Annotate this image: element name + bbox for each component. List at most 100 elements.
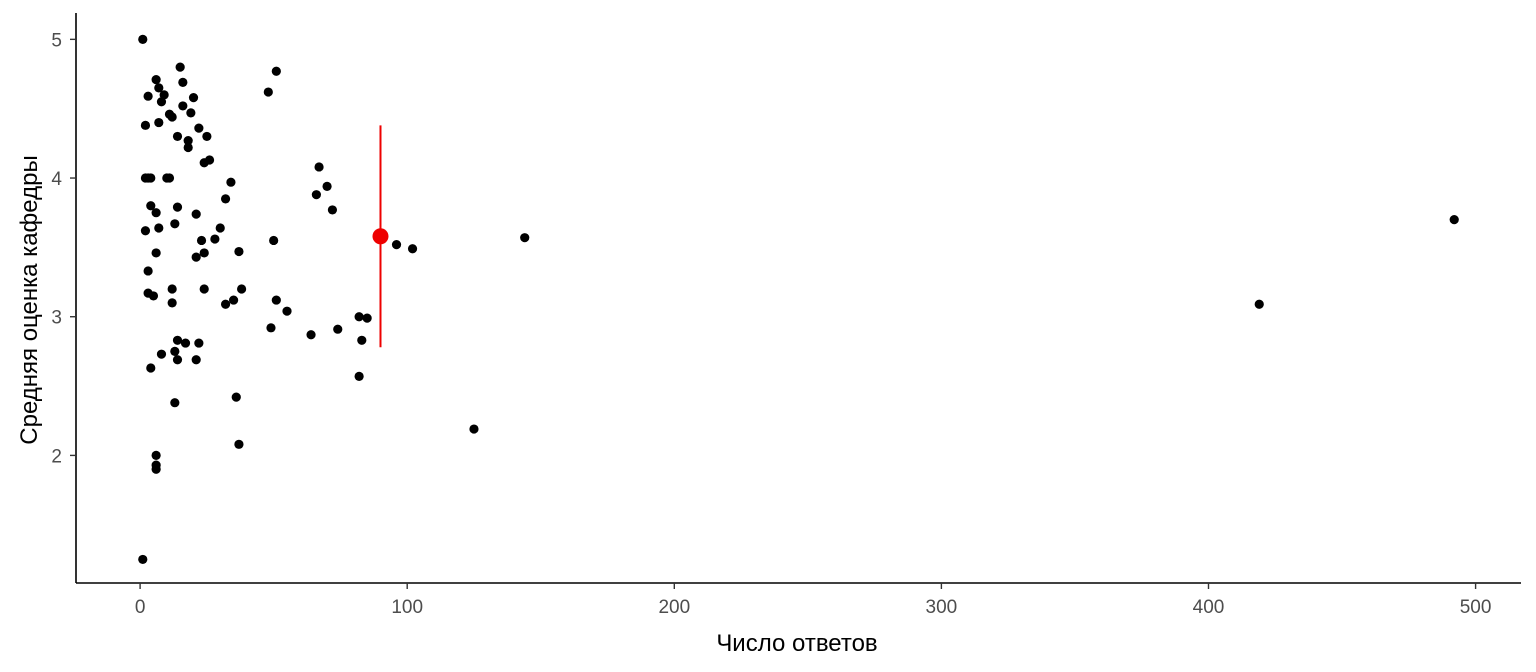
data-point bbox=[146, 201, 156, 211]
data-point bbox=[354, 371, 364, 381]
data-point bbox=[167, 284, 177, 294]
data-point bbox=[266, 323, 276, 333]
data-point bbox=[327, 205, 338, 215]
data-point bbox=[172, 131, 183, 142]
data-point bbox=[215, 223, 225, 233]
data-point bbox=[164, 173, 175, 183]
y-tick-label: 4 bbox=[51, 169, 62, 190]
x-tick-label: 100 bbox=[391, 597, 423, 618]
x-tick-label: 0 bbox=[135, 597, 146, 618]
data-point bbox=[151, 248, 161, 258]
data-point bbox=[172, 202, 183, 212]
y-tick-label: 3 bbox=[51, 308, 62, 329]
data-point bbox=[354, 312, 364, 322]
data-point bbox=[263, 87, 273, 97]
data-point bbox=[228, 295, 239, 305]
data-point bbox=[210, 234, 220, 244]
data-point bbox=[191, 209, 201, 219]
data-point bbox=[231, 392, 241, 402]
x-tick-label: 500 bbox=[1460, 597, 1492, 618]
data-point bbox=[199, 284, 209, 294]
data-point bbox=[234, 246, 244, 257]
y-axis-ticks: 2 3 4 5 bbox=[51, 30, 76, 467]
data-point bbox=[306, 330, 316, 340]
data-point bbox=[180, 338, 191, 348]
data-point bbox=[314, 162, 324, 172]
mean-point bbox=[372, 228, 389, 245]
data-point bbox=[140, 120, 151, 130]
data-point bbox=[469, 424, 479, 434]
data-point bbox=[269, 235, 279, 246]
data-point bbox=[172, 355, 183, 365]
data-point bbox=[196, 235, 207, 246]
data-point bbox=[172, 335, 183, 345]
data-point bbox=[271, 66, 281, 76]
data-point bbox=[282, 306, 292, 316]
data-point bbox=[148, 291, 159, 301]
data-point bbox=[175, 62, 185, 72]
data-point bbox=[170, 219, 180, 229]
data-point bbox=[194, 338, 204, 348]
axes: 0 100 200 300 400 500 2 3 4 5 bbox=[51, 13, 1521, 618]
plot-area bbox=[138, 34, 1459, 565]
data-point bbox=[151, 208, 161, 218]
data-point bbox=[194, 123, 204, 133]
data-point bbox=[178, 77, 188, 87]
data-point bbox=[151, 464, 161, 474]
x-tick-label: 200 bbox=[658, 597, 690, 618]
data-point bbox=[271, 295, 281, 305]
x-axis-title: Число ответов bbox=[716, 630, 877, 657]
data-point bbox=[391, 240, 402, 250]
data-point bbox=[151, 74, 161, 85]
data-point bbox=[407, 244, 418, 254]
data-point bbox=[183, 142, 193, 153]
data-point bbox=[170, 346, 180, 356]
data-point bbox=[188, 92, 199, 103]
data-point bbox=[1449, 215, 1459, 225]
data-point bbox=[220, 299, 231, 309]
data-point bbox=[226, 177, 236, 187]
data-point bbox=[156, 97, 167, 107]
data-point bbox=[237, 284, 247, 294]
data-point bbox=[140, 226, 151, 236]
data-point bbox=[178, 101, 188, 111]
data-point bbox=[138, 554, 148, 565]
data-point bbox=[322, 181, 332, 191]
data-point bbox=[1254, 299, 1264, 309]
data-point bbox=[154, 223, 164, 233]
data-point bbox=[154, 117, 164, 128]
data-point bbox=[199, 248, 209, 258]
x-axis-ticks: 0 100 200 300 400 500 bbox=[135, 583, 1492, 618]
data-point bbox=[146, 173, 156, 183]
data-point bbox=[357, 335, 367, 345]
data-point bbox=[186, 108, 196, 118]
data-point bbox=[362, 313, 372, 323]
data-point bbox=[202, 131, 212, 142]
data-point bbox=[220, 194, 231, 204]
y-tick-label: 5 bbox=[51, 30, 62, 51]
data-point bbox=[520, 233, 530, 243]
data-point bbox=[156, 349, 167, 359]
data-point bbox=[146, 363, 156, 373]
data-point bbox=[333, 324, 343, 334]
data-point bbox=[159, 90, 169, 100]
y-tick-label: 2 bbox=[51, 446, 62, 467]
data-point bbox=[138, 34, 148, 44]
data-point bbox=[191, 355, 201, 365]
data-point bbox=[311, 190, 321, 200]
data-point bbox=[167, 298, 177, 308]
data-point bbox=[191, 252, 201, 262]
data-point bbox=[183, 135, 193, 146]
data-point bbox=[170, 398, 180, 408]
data-point bbox=[143, 266, 153, 276]
data-point bbox=[204, 155, 215, 165]
data-point bbox=[234, 439, 244, 449]
x-tick-label: 400 bbox=[1193, 597, 1225, 618]
data-point bbox=[143, 91, 153, 101]
data-point bbox=[154, 83, 164, 93]
x-tick-label: 300 bbox=[926, 597, 958, 618]
data-point bbox=[167, 112, 177, 122]
data-point bbox=[151, 450, 161, 461]
y-axis-title: Средняя оценка кафедры bbox=[16, 155, 43, 444]
